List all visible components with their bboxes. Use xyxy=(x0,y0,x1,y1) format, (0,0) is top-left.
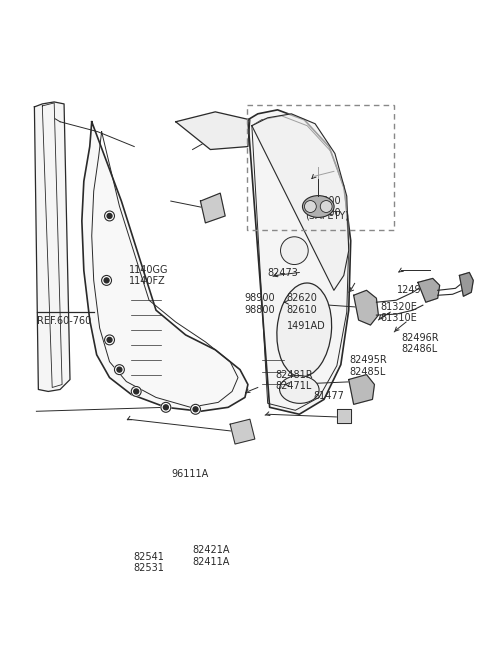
Circle shape xyxy=(102,276,111,286)
Circle shape xyxy=(320,200,332,212)
Polygon shape xyxy=(248,110,351,414)
Circle shape xyxy=(107,337,112,343)
Text: (SAFETY): (SAFETY) xyxy=(305,211,349,221)
Circle shape xyxy=(131,386,141,396)
Polygon shape xyxy=(418,278,440,302)
Text: 82473: 82473 xyxy=(267,268,299,278)
Polygon shape xyxy=(337,409,351,423)
Text: 82421A
82411A: 82421A 82411A xyxy=(192,545,230,567)
Polygon shape xyxy=(35,102,70,392)
Bar xyxy=(247,105,394,230)
Polygon shape xyxy=(201,193,225,223)
Ellipse shape xyxy=(302,196,334,217)
Circle shape xyxy=(107,214,112,218)
Polygon shape xyxy=(82,122,248,411)
Circle shape xyxy=(105,335,114,345)
Text: 82496R
82486L: 82496R 82486L xyxy=(401,333,439,354)
Polygon shape xyxy=(354,290,378,325)
Text: REF.60-760: REF.60-760 xyxy=(37,316,91,326)
Ellipse shape xyxy=(279,375,319,403)
Polygon shape xyxy=(459,272,473,296)
Circle shape xyxy=(134,389,139,394)
Text: 96111A: 96111A xyxy=(171,469,208,479)
Text: 82620
82610: 82620 82610 xyxy=(287,293,317,314)
Polygon shape xyxy=(230,419,255,444)
Text: 82481R
82471L: 82481R 82471L xyxy=(276,369,313,391)
Text: 81477: 81477 xyxy=(313,391,345,401)
Text: 82541
82531: 82541 82531 xyxy=(133,552,164,573)
Circle shape xyxy=(117,367,122,372)
Circle shape xyxy=(114,365,124,375)
Text: 81320E
81310E: 81320E 81310E xyxy=(380,301,417,323)
Circle shape xyxy=(105,211,114,221)
Circle shape xyxy=(163,405,168,410)
Circle shape xyxy=(191,404,201,414)
Text: 98900
98800: 98900 98800 xyxy=(245,293,276,314)
Text: 1140GG
1140FZ: 1140GG 1140FZ xyxy=(129,265,168,286)
Circle shape xyxy=(304,200,316,212)
Text: 1491AD: 1491AD xyxy=(288,321,326,331)
Polygon shape xyxy=(349,375,374,404)
Circle shape xyxy=(193,407,198,412)
Polygon shape xyxy=(252,114,349,290)
Text: 82495R
82485L: 82495R 82485L xyxy=(349,356,387,377)
Circle shape xyxy=(161,402,171,412)
Circle shape xyxy=(104,278,109,283)
Polygon shape xyxy=(176,112,250,149)
Text: 98900
98800: 98900 98800 xyxy=(310,196,341,218)
Circle shape xyxy=(280,236,308,265)
Text: 1249GE: 1249GE xyxy=(396,286,435,295)
Ellipse shape xyxy=(277,283,332,377)
